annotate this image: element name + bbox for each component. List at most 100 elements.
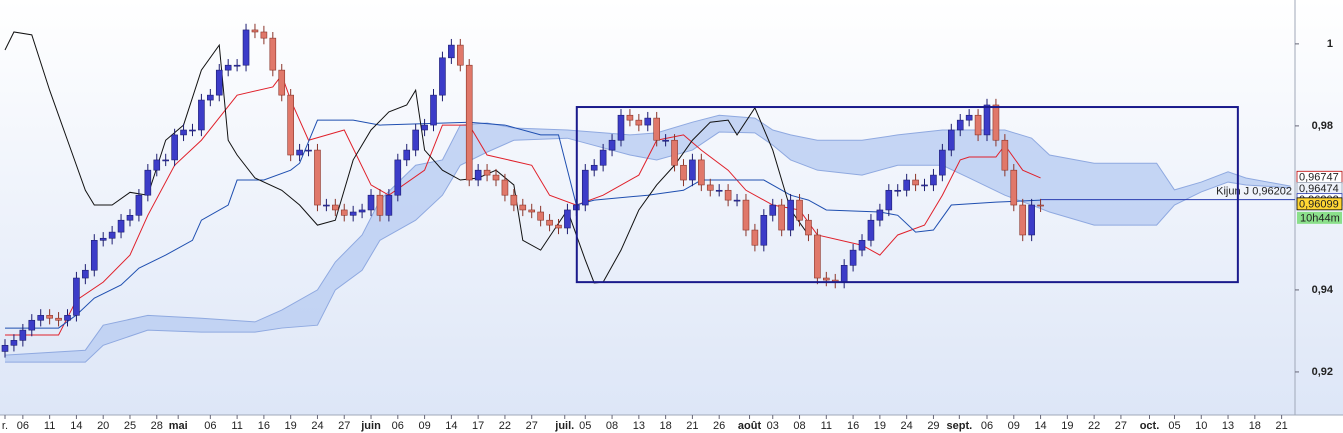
candle-body [760, 214, 768, 246]
candle-body [385, 194, 393, 216]
candle-body [394, 159, 402, 196]
candle-body [858, 240, 866, 251]
x-tick-label: 18 [659, 420, 671, 432]
candle-body [796, 199, 803, 221]
candle-body [90, 240, 98, 271]
x-tick-label: 14 [1034, 420, 1046, 432]
candle-body [64, 315, 71, 321]
candle-body [733, 199, 741, 202]
candle-body [269, 37, 277, 71]
candle-body [412, 129, 419, 151]
candle-body [430, 94, 437, 126]
candle-body [296, 149, 303, 156]
x-tick-label: 14 [445, 420, 457, 432]
x-month-label: août [738, 420, 762, 432]
candle-body [126, 214, 134, 221]
x-tick-label: r. [2, 420, 8, 432]
x-tick-label: 22 [499, 420, 511, 432]
x-tick-label: 05 [1168, 420, 1180, 432]
candle-body [376, 194, 384, 216]
x-tick-label: 24 [311, 420, 323, 432]
candle-body [546, 219, 553, 226]
kijun-level-label: Kijun J 0,96202 [1216, 186, 1292, 198]
candle-body [706, 184, 714, 191]
annotation-box [575, 106, 1239, 284]
timer-box [1297, 211, 1342, 224]
candle-body [599, 149, 607, 166]
candle-body [55, 317, 62, 321]
candle-body [19, 329, 27, 341]
candle-body [912, 179, 919, 186]
x-tick-label: 06 [17, 420, 29, 432]
candle-body [894, 189, 902, 192]
candle-body [537, 211, 544, 221]
x-tick-label: 18 [1249, 420, 1261, 432]
x-tick-label: 27 [338, 420, 350, 432]
candle-body [653, 117, 660, 141]
x-tick-label: 27 [1115, 420, 1127, 432]
candle-body [73, 277, 80, 316]
x-tick-label: 17 [472, 420, 484, 432]
candle-body [37, 315, 45, 321]
candle-body [215, 69, 223, 96]
candle-body [492, 174, 500, 181]
candle-body [448, 44, 455, 59]
x-tick-label: 21 [686, 420, 698, 432]
candle-body [180, 129, 187, 136]
y-tick-label: 0,92 [1312, 366, 1333, 378]
candle-body [715, 189, 723, 192]
x-tick-label: 27 [526, 420, 538, 432]
candle-body [519, 204, 527, 211]
candle-body [251, 29, 259, 33]
candle-body [456, 44, 464, 66]
y-tick-label: 0,98 [1312, 120, 1333, 132]
x-tick-label: 08 [606, 420, 618, 432]
candle-body [242, 29, 250, 66]
x-tick-label: 21 [1275, 420, 1287, 432]
candle-body [956, 119, 964, 131]
x-tick-label: 19 [1061, 420, 1073, 432]
indicator-line [4, 31, 809, 284]
x-month-label: juil. [554, 420, 574, 432]
x-tick-label: 16 [847, 420, 859, 432]
x-tick-label: 09 [418, 420, 430, 432]
candle-body [403, 149, 411, 161]
candle-body [644, 117, 652, 126]
cloud-edge [4, 131, 1291, 363]
candle-body [198, 99, 205, 131]
candle-body [528, 209, 536, 213]
x-tick-label: 13 [1222, 420, 1234, 432]
x-tick-label: 11 [231, 420, 242, 432]
x-tick-label: 16 [258, 420, 270, 432]
candle-body [947, 129, 955, 151]
candle-body [680, 164, 687, 181]
candle-body [358, 209, 366, 213]
x-tick-label: 28 [151, 420, 163, 432]
candle-body [689, 159, 696, 181]
x-tick-label: 10 [1195, 420, 1207, 432]
candle-body [421, 124, 428, 131]
x-month-label: oct. [1140, 420, 1160, 432]
candle-body [849, 249, 857, 266]
candle-body [117, 219, 125, 233]
indicator-line [4, 74, 1041, 336]
x-tick-label: 09 [1008, 420, 1020, 432]
candle-body [662, 139, 669, 142]
x-tick-label: 05 [579, 420, 591, 432]
candle-body [581, 169, 589, 206]
candle-body [1001, 139, 1009, 171]
candle-body [698, 159, 705, 186]
x-tick-label: 11 [821, 420, 832, 432]
x-tick-label: 14 [70, 420, 82, 432]
candle-body [671, 139, 678, 166]
candle-body [778, 204, 785, 231]
cloud-fill [4, 115, 1291, 363]
candle-body [1, 344, 9, 352]
candle-body [340, 209, 348, 216]
candle-body [840, 265, 848, 283]
candle-body [207, 94, 214, 101]
candle-body [939, 149, 946, 176]
candle-body [332, 204, 339, 211]
candle-body [233, 64, 241, 67]
candle-body [465, 64, 473, 181]
